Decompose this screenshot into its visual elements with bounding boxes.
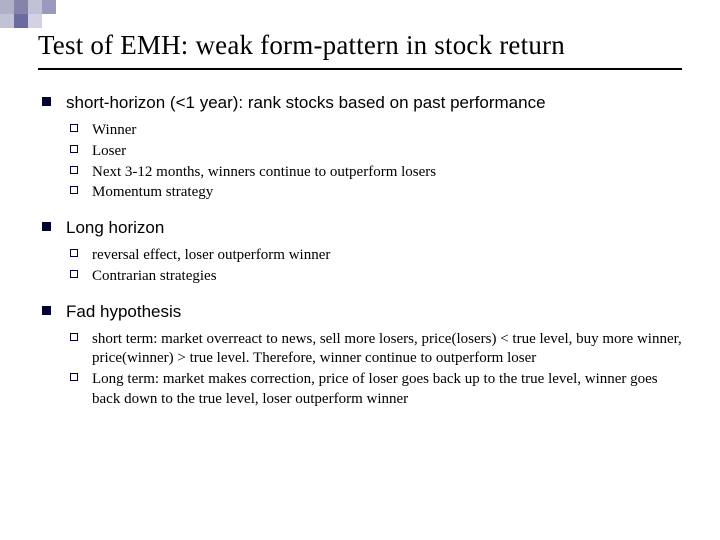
section-item: short-horizon (<1 year): rank stocks bas… [38, 92, 688, 203]
deco-square [42, 0, 56, 14]
hollow-square-bullet-icon [70, 145, 78, 153]
section-item: Long horizon reversal effect, loser outpe… [38, 217, 688, 287]
sub-item-text: Loser [92, 143, 126, 159]
sub-item: Momentum strategy [66, 183, 688, 203]
hollow-square-bullet-icon [70, 124, 78, 132]
sub-item-text: Next 3-12 months, winners continue to ou… [92, 164, 436, 180]
sub-bullet-list: reversal effect, loser outperform winner… [66, 246, 688, 287]
sub-item: short term: market overreact to news, se… [66, 330, 688, 370]
sub-item-text: Contrarian strategies [92, 268, 217, 284]
deco-square [0, 0, 14, 14]
title-underline [38, 68, 682, 70]
deco-square [14, 0, 28, 14]
sub-item: reversal effect, loser outperform winner [66, 246, 688, 266]
sub-item-text: Long term: market makes correction, pric… [92, 371, 658, 407]
sub-item: Winner [66, 121, 688, 141]
square-bullet-icon [42, 222, 51, 231]
bullet-list: short-horizon (<1 year): rank stocks bas… [38, 92, 688, 410]
sub-item: Next 3-12 months, winners continue to ou… [66, 163, 688, 183]
deco-square [28, 0, 42, 14]
sub-item-text: Winner [92, 122, 136, 138]
slide-title: Test of EMH: weak form-pattern in stock … [38, 30, 565, 61]
sub-item-text: reversal effect, loser outperform winner [92, 247, 330, 263]
sub-item-text: short term: market overreact to news, se… [92, 331, 682, 367]
section-spacer [38, 293, 688, 301]
slide-content: short-horizon (<1 year): rank stocks bas… [38, 92, 688, 416]
deco-square [0, 14, 14, 28]
section-item: Fad hypothesis short term: market overrea… [38, 301, 688, 410]
section-heading: Long horizon [66, 218, 164, 237]
deco-square [14, 14, 28, 28]
section-heading: short-horizon (<1 year): rank stocks bas… [66, 93, 546, 112]
section-spacer [38, 209, 688, 217]
hollow-square-bullet-icon [70, 373, 78, 381]
section-heading: Fad hypothesis [66, 302, 181, 321]
hollow-square-bullet-icon [70, 186, 78, 194]
square-bullet-icon [42, 97, 51, 106]
hollow-square-bullet-icon [70, 166, 78, 174]
sub-item: Contrarian strategies [66, 267, 688, 287]
sub-item-text: Momentum strategy [92, 184, 213, 200]
slide: Test of EMH: weak form-pattern in stock … [0, 0, 720, 540]
hollow-square-bullet-icon [70, 249, 78, 257]
sub-item: Long term: market makes correction, pric… [66, 370, 688, 410]
sub-bullet-list: short term: market overreact to news, se… [66, 330, 688, 410]
deco-square [28, 14, 42, 28]
sub-item: Loser [66, 142, 688, 162]
hollow-square-bullet-icon [70, 333, 78, 341]
square-bullet-icon [42, 306, 51, 315]
sub-bullet-list: Winner Loser Next 3-12 months, winners con… [66, 121, 688, 203]
hollow-square-bullet-icon [70, 270, 78, 278]
